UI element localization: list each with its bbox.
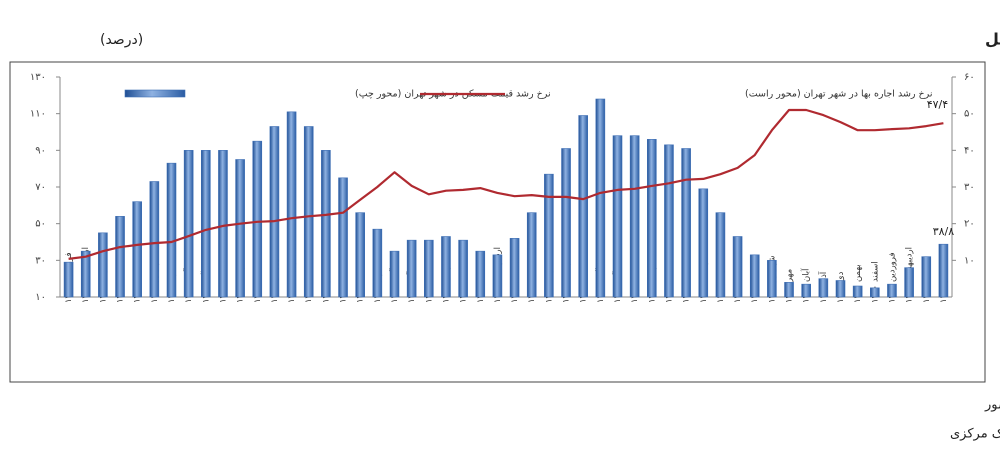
bar (544, 173, 554, 298)
bar (218, 150, 228, 298)
bar (183, 150, 194, 298)
bar (321, 150, 331, 298)
bar (801, 283, 811, 298)
x-tick-label: بهمن ۱۴۰۰ (853, 264, 863, 303)
y2-tick-label: ۱۰ (964, 255, 975, 266)
bar (80, 250, 91, 298)
y-tick-label: ۵۰ (35, 219, 46, 230)
bar (475, 250, 486, 298)
bar (201, 150, 211, 298)
bar (63, 261, 74, 298)
chart-title: نمودار ۶- روند رشد قیمت مسکن معامله شده … (985, 30, 1000, 49)
bar (115, 216, 125, 298)
bar (887, 283, 897, 298)
bar (372, 228, 383, 298)
chart-frame (9, 61, 986, 383)
bar (715, 212, 726, 298)
line (68, 108, 944, 260)
bar (921, 256, 932, 298)
y-tick-label: ۷۰ (35, 182, 46, 193)
plot: ۱۰۳۰۵۰۷۰۹۰۱۱۰۱۳۰۱۰۲۰۳۰۴۰۵۰۶۰فروردین ۱۳۹۷… (30, 72, 975, 303)
legend-label: نرخ رشد اجاره بها در شهر تهران (محور راس… (745, 89, 933, 100)
unit-label: (درصد) (100, 32, 143, 48)
bar (938, 243, 949, 298)
y-tick-label: ۱۳۰ (30, 72, 46, 83)
source-note: مآخذ: ۱- قیمت مسکن؛ برگرفته از آمارهای خ… (984, 396, 1000, 413)
bar (406, 239, 417, 298)
bar (149, 181, 160, 298)
y-tick-label: ۱۱۰ (30, 109, 46, 120)
y-tick-label: ۹۰ (35, 145, 46, 156)
bar (612, 135, 623, 298)
bar (561, 148, 571, 298)
bar (681, 148, 691, 298)
bar (252, 140, 263, 298)
bar (166, 162, 177, 298)
bar (818, 278, 829, 298)
bar (698, 188, 709, 298)
bar (578, 115, 588, 298)
bar (904, 267, 914, 298)
x-tick-label: فروردین ۱۴۰۱ (887, 252, 897, 303)
legend-swatch (124, 89, 186, 98)
y-tick-label: ۳۰ (35, 255, 46, 266)
bar (509, 238, 520, 298)
bar (132, 201, 142, 298)
bar (732, 236, 743, 298)
bar (647, 139, 657, 298)
bar (424, 239, 434, 298)
data-label: ۴۷/۴ (927, 98, 949, 111)
bar (852, 285, 863, 298)
bar (98, 232, 108, 298)
bar (870, 287, 880, 298)
bar (835, 280, 846, 298)
bar (338, 177, 348, 298)
bar (389, 250, 400, 298)
y2-tick-label: ۵۰ (964, 109, 975, 120)
y2-tick-label: ۴۰ (964, 145, 975, 156)
bar (235, 159, 245, 298)
source-note: ۲- اجاره‌بها؛ اداره آمار اقتصادی بانک مر… (950, 425, 1000, 442)
bar (784, 282, 794, 298)
bar (749, 254, 760, 298)
data-label: ۳۸/۸ (933, 225, 955, 238)
bar (492, 254, 503, 298)
bar (664, 144, 674, 298)
bar (767, 260, 777, 298)
bar (629, 135, 640, 298)
bar (303, 126, 314, 298)
bar (269, 126, 280, 298)
bar (441, 236, 451, 298)
bar (355, 212, 365, 298)
y2-tick-label: ۶۰ (964, 72, 975, 83)
bar (286, 111, 297, 298)
y-tick-label: ۱۰ (35, 292, 46, 303)
x-tick-label: اسفند ۱۴۰۰ (870, 261, 880, 303)
y2-tick-label: ۳۰ (964, 182, 975, 193)
bar (526, 212, 537, 298)
y2-tick-label: ۲۰ (964, 219, 975, 230)
bar (458, 239, 468, 298)
bar (595, 98, 606, 298)
